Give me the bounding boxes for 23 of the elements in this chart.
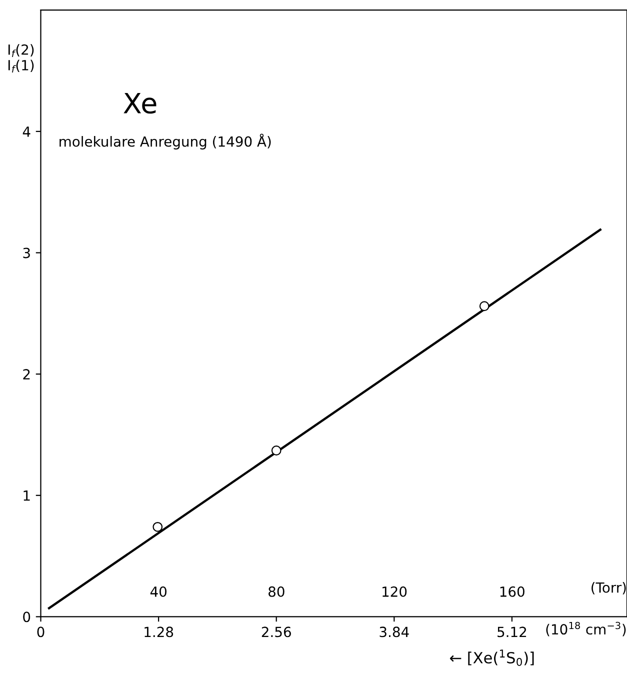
point — [479, 301, 490, 312]
text: (10$^{18}$ cm$^{−3}$) — [546, 622, 626, 636]
x-tick-label: 3.84 — [380, 626, 409, 638]
y-tick-label: 3 — [23, 248, 30, 258]
x-tick-label: 5.12 — [498, 626, 526, 638]
y-tick-label: 2 — [23, 369, 30, 380]
y-tick-label: 1 — [24, 490, 30, 501]
x2-tick-label: 120 — [382, 586, 407, 597]
y-axis-title: I$_{f}$(2) I$_{f}$(1) — [8, 44, 34, 73]
x-axis-title: ← [Xe($^{1}$S$_{0}$)] — [450, 650, 534, 666]
y-tick-label: 4 — [22, 126, 30, 137]
point — [271, 446, 282, 456]
text: molekulare Anregung (1490 Å) — [60, 134, 271, 150]
y-tick-label: 0 — [23, 612, 30, 622]
x-tick-label: 2.56 — [262, 626, 291, 638]
x-tick-label: 0 — [37, 626, 44, 638]
x-tick-label: 1.28 — [144, 626, 174, 638]
x2-tick-label: 160 — [500, 586, 524, 597]
text: Xe — [124, 92, 156, 114]
x2-tick-label: 80 — [268, 586, 284, 597]
point — [152, 522, 163, 532]
x2-tick-label: 40 — [150, 586, 167, 597]
x2-axis-title: (Torr) — [592, 582, 626, 594]
